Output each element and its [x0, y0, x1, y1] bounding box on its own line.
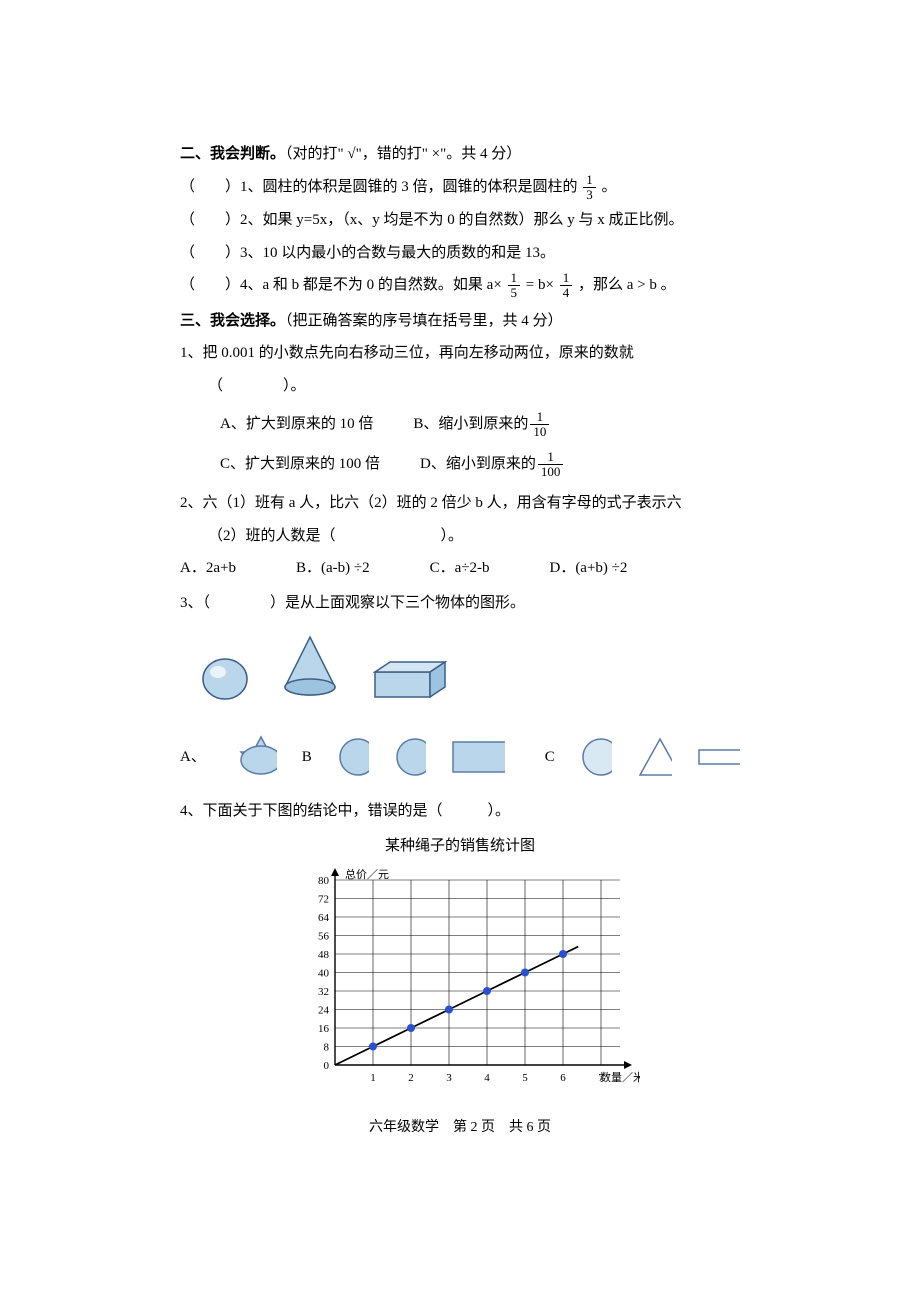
- sec2-q1: （ ）1、圆柱的体积是圆锥的 3 倍，圆锥的体积是圆柱的 13 。: [180, 173, 740, 203]
- sec2-q1-text: （ ）1、圆柱的体积是圆锥的 3 倍，圆锥的体积是圆柱的: [180, 179, 578, 195]
- cuboid-icon: [370, 657, 460, 702]
- svg-text:1: 1: [370, 1072, 376, 1084]
- sec3-title: 三、我会选择。: [180, 313, 285, 329]
- sec3-q1-l2: （ ）。: [180, 372, 740, 401]
- q1-optA: A、扩大到原来的 10 倍: [220, 410, 373, 440]
- q1-optD: D、缩小到原来的1100: [420, 450, 565, 480]
- fraction-1-5: 15: [508, 271, 521, 301]
- svg-text:5: 5: [522, 1072, 528, 1084]
- svg-text:0: 0: [324, 1060, 330, 1072]
- optB-rect: [451, 740, 505, 774]
- line-chart: 081624324048566472801234567总价／元数量／米: [280, 865, 640, 1095]
- sec3-q1-l1: 1、把 0.001 的小数点先向右移动三位，再向左移动两位，原来的数就: [180, 339, 740, 368]
- sec2-q3: （ ）3、10 以内最小的合数与最大的质数的和是 13。: [180, 239, 740, 268]
- q3-optA-label: A、: [180, 743, 206, 772]
- sec3-q2-l1: 2、六（1）班有 a 人，比六（2）班的 2 倍少 b 人，用含有字母的式子表示…: [180, 489, 740, 518]
- sec2-q4: （ ）4、a 和 b 都是不为 0 的自然数。如果 a× 15 = b× 14 …: [180, 271, 740, 301]
- q3-optB-label: B: [302, 743, 312, 772]
- sec2-hint: （对的打" √"，错的打" ×"。共 4 分）: [285, 146, 521, 162]
- q1-optB: B、缩小到原来的110: [413, 410, 551, 440]
- q2-optB: B．(a-b) ÷2: [296, 554, 370, 583]
- svg-text:56: 56: [318, 931, 330, 943]
- fraction-1-4: 14: [560, 271, 573, 301]
- optC-rect: [697, 748, 740, 766]
- svg-text:64: 64: [318, 912, 330, 924]
- sec3-q4: 4、下面关于下图的结论中，错误的是（ ）。: [180, 797, 740, 826]
- svg-text:总价／元: 总价／元: [345, 867, 389, 881]
- sec2-q4-c: ，那么 a > b 。: [578, 277, 676, 293]
- svg-text:72: 72: [318, 894, 329, 906]
- q1-optC: C、扩大到原来的 100 倍: [220, 450, 380, 480]
- svg-text:3: 3: [446, 1072, 452, 1084]
- svg-text:48: 48: [318, 949, 330, 961]
- sec2-q1-end: 。: [602, 179, 617, 195]
- sec3-q3: 3、（ ）是从上面观察以下三个物体的图形。: [180, 589, 740, 618]
- svg-text:80: 80: [318, 875, 330, 887]
- sec3-q2-l2: （2）班的人数是（ ）。: [180, 522, 740, 551]
- cone-icon: [280, 632, 340, 702]
- q2-optC: C．a÷2-b: [430, 554, 490, 583]
- svg-text:6: 6: [560, 1072, 566, 1084]
- svg-text:40: 40: [318, 968, 330, 980]
- optC-circle: [580, 736, 612, 778]
- q2-optD: D．(a+b) ÷2: [549, 554, 627, 583]
- sphere-icon: [200, 652, 250, 702]
- optB-circle1: [337, 736, 369, 778]
- chart-title: 某种绳子的销售统计图: [180, 832, 740, 861]
- page-footer: 六年级数学 第 2 页 共 6 页: [180, 1115, 740, 1142]
- sec3-hint: （把正确答案的序号填在括号里，共 4 分）: [285, 313, 563, 329]
- sec2-q4-a: （ ）4、a 和 b 都是不为 0 的自然数。如果 a×: [180, 277, 502, 293]
- sec2-q2: （ ）2、如果 y=5x，（x、y 均是不为 0 的自然数）那么 y 与 x 成…: [180, 206, 740, 235]
- q2-optA: A．2a+b: [180, 554, 236, 583]
- fraction-1-3: 13: [583, 173, 596, 203]
- q3-optC-label: C: [545, 743, 555, 772]
- sec2-q4-b: = b×: [526, 277, 554, 293]
- optB-circle2: [394, 736, 426, 778]
- svg-text:24: 24: [318, 1005, 330, 1017]
- svg-text:4: 4: [484, 1072, 490, 1084]
- svg-text:32: 32: [318, 986, 329, 998]
- svg-text:16: 16: [318, 1023, 330, 1035]
- svg-text:8: 8: [324, 1042, 330, 1054]
- optC-triangle: [637, 736, 672, 778]
- svg-text:数量／米: 数量／米: [600, 1071, 640, 1084]
- optA-shape: [231, 732, 277, 782]
- sec2-title: 二、我会判断。: [180, 146, 285, 162]
- svg-text:2: 2: [408, 1072, 414, 1084]
